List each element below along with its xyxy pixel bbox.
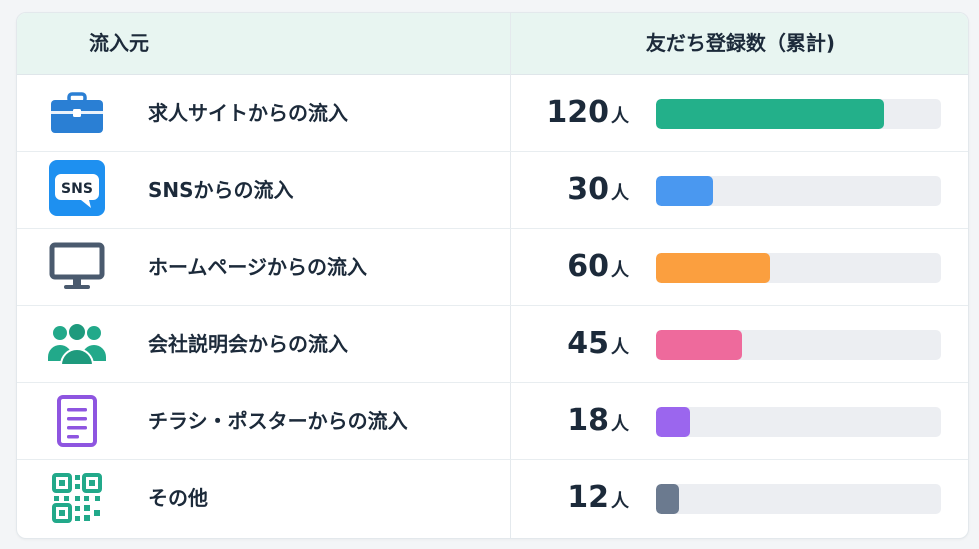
bar-track xyxy=(656,484,941,514)
table-header: 流入元 友だち登録数（累計) xyxy=(17,13,968,75)
bar-fill xyxy=(656,253,770,283)
row-value: 120 人 xyxy=(513,75,629,151)
bar-track xyxy=(656,253,941,283)
people-icon xyxy=(47,320,107,368)
inflow-table-card: 流入元 友だち登録数（累計) 求人サイトからの流入 120 人 xyxy=(16,12,969,539)
bar-track xyxy=(656,99,941,129)
bar-fill xyxy=(656,176,713,206)
value-unit: 人 xyxy=(611,337,629,358)
table-row: ホームページからの流入 60 人 xyxy=(17,229,968,306)
table-row: SNS SNSからの流入 30 人 xyxy=(17,152,968,229)
value-unit: 人 xyxy=(611,106,629,127)
column-divider xyxy=(510,13,511,538)
row-value: 45 人 xyxy=(513,306,629,382)
row-label: ホームページからの流入 xyxy=(148,255,367,279)
value-number: 60 xyxy=(567,249,609,284)
row-value: 12 人 xyxy=(513,460,629,536)
row-value: 18 人 xyxy=(513,383,629,459)
bar-fill xyxy=(656,99,884,129)
table-row: その他 12 人 xyxy=(17,460,968,536)
value-number: 12 xyxy=(567,480,609,515)
value-number: 45 xyxy=(567,326,609,361)
row-label: その他 xyxy=(148,486,208,510)
row-label: SNSからの流入 xyxy=(148,178,294,202)
flyer-icon xyxy=(47,395,107,447)
header-source: 流入元 xyxy=(89,31,149,55)
qr-code-icon xyxy=(47,473,107,523)
table-row: 会社説明会からの流入 45 人 xyxy=(17,306,968,383)
row-value: 60 人 xyxy=(513,229,629,305)
row-label: 会社説明会からの流入 xyxy=(148,332,348,356)
header-count: 友だち登録数（累計) xyxy=(645,31,836,55)
bar-track xyxy=(656,330,941,360)
bar-track xyxy=(656,176,941,206)
sns-icon: SNS xyxy=(47,160,107,216)
value-unit: 人 xyxy=(611,491,629,512)
bar-fill xyxy=(656,330,742,360)
bar-fill xyxy=(656,484,679,514)
row-label: 求人サイトからの流入 xyxy=(148,101,348,125)
value-unit: 人 xyxy=(611,260,629,281)
value-number: 120 xyxy=(546,95,609,130)
table-row: 求人サイトからの流入 120 人 xyxy=(17,75,968,152)
briefcase-icon xyxy=(47,89,107,137)
row-value: 30 人 xyxy=(513,152,629,228)
row-label: チラシ・ポスターからの流入 xyxy=(148,409,408,433)
bar-fill xyxy=(656,407,691,437)
monitor-icon xyxy=(47,242,107,291)
value-unit: 人 xyxy=(611,183,629,204)
value-number: 18 xyxy=(567,403,609,438)
value-number: 30 xyxy=(567,172,609,207)
table-row: チラシ・ポスターからの流入 18 人 xyxy=(17,383,968,460)
value-unit: 人 xyxy=(611,414,629,435)
sns-icon-text: SNS xyxy=(61,181,93,197)
bar-track xyxy=(656,407,941,437)
